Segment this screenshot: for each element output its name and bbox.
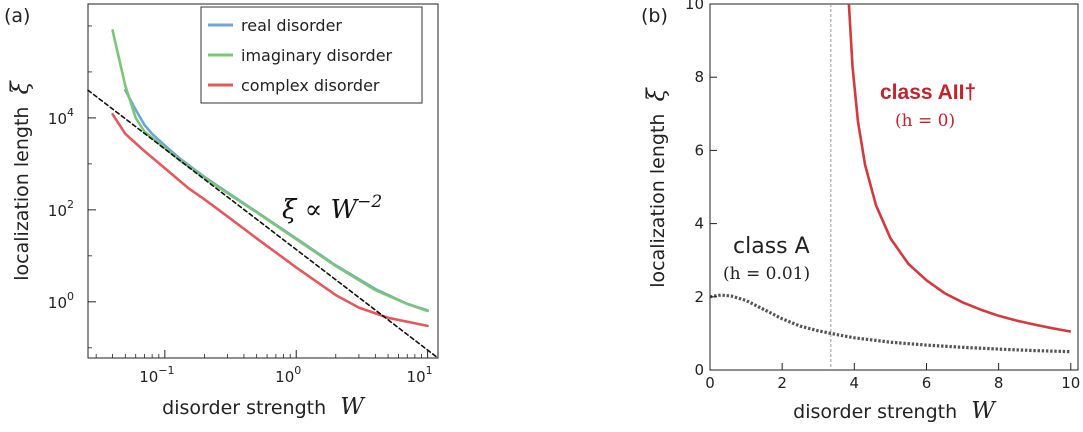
power-law-annotation: ξ ∝ W−2 — [282, 192, 382, 225]
y-tick-label: 10 — [685, 0, 704, 13]
y-tick-label: 100 — [48, 290, 74, 312]
series-line-class-aii- — [847, 3, 1072, 333]
x-tick-label: 6 — [922, 374, 932, 392]
y-tick-label: 104 — [48, 106, 74, 128]
x-tick-label: 2 — [777, 374, 787, 392]
panel-b-xlabel: disorder strength W — [793, 398, 997, 424]
legend-frame — [200, 6, 423, 104]
power-law-fit-line — [87, 89, 439, 359]
panel-a-frame — [87, 3, 439, 359]
legend-label-real: real disorder — [241, 16, 342, 35]
series-line-real-disorder — [124, 88, 429, 312]
class-a-sub: (h = 0.01) — [723, 264, 810, 284]
x-tick-label: 8 — [994, 374, 1004, 392]
x-tick-label: 10 — [1061, 374, 1080, 392]
panel-b-label: (b) — [641, 5, 668, 27]
panel-b: (b) 0 2 4 6 8 10 0 2 4 6 8 10 localization length ξ… — [641, 0, 1080, 424]
x-tick-label: 0 — [705, 374, 715, 392]
y-tick-label: 6 — [694, 141, 704, 159]
panel-a-legend: real disorder imaginary disorder complex… — [200, 6, 423, 104]
legend-label-complex: complex disorder — [241, 76, 380, 95]
y-tick-label: 102 — [48, 198, 74, 220]
class-a-label: class A — [733, 234, 810, 259]
series-line-imaginary-disorder — [111, 29, 429, 313]
x-tick-label: 101 — [407, 364, 433, 386]
panel-b-frame — [709, 3, 1079, 371]
x-tick-label: 10−1 — [139, 364, 174, 386]
y-tick-label: 4 — [694, 215, 704, 233]
series-line-complex-disorder — [111, 113, 429, 328]
class-aii-sub: (h = 0) — [895, 111, 955, 131]
y-tick-label: 8 — [694, 68, 704, 86]
x-tick-label: 4 — [850, 374, 860, 392]
panel-a-xlabel: disorder strength W — [162, 394, 366, 420]
legend-label-imaginary: imaginary disorder — [241, 46, 393, 65]
panel-b-ylabel: localization length ξ — [642, 87, 670, 288]
panel-a-ylabel: localization length ξ — [6, 80, 34, 281]
x-tick-label: 100 — [275, 364, 301, 386]
class-aii-label: class AII† — [880, 81, 976, 104]
panel-a: (a) 10−1 100 101 100 102 104 localization len… — [4, 3, 439, 420]
panel-a-label: (a) — [4, 5, 30, 27]
series-line-class-a — [709, 293, 1071, 354]
y-tick-label: 0 — [694, 361, 704, 379]
y-tick-label: 2 — [694, 288, 704, 306]
